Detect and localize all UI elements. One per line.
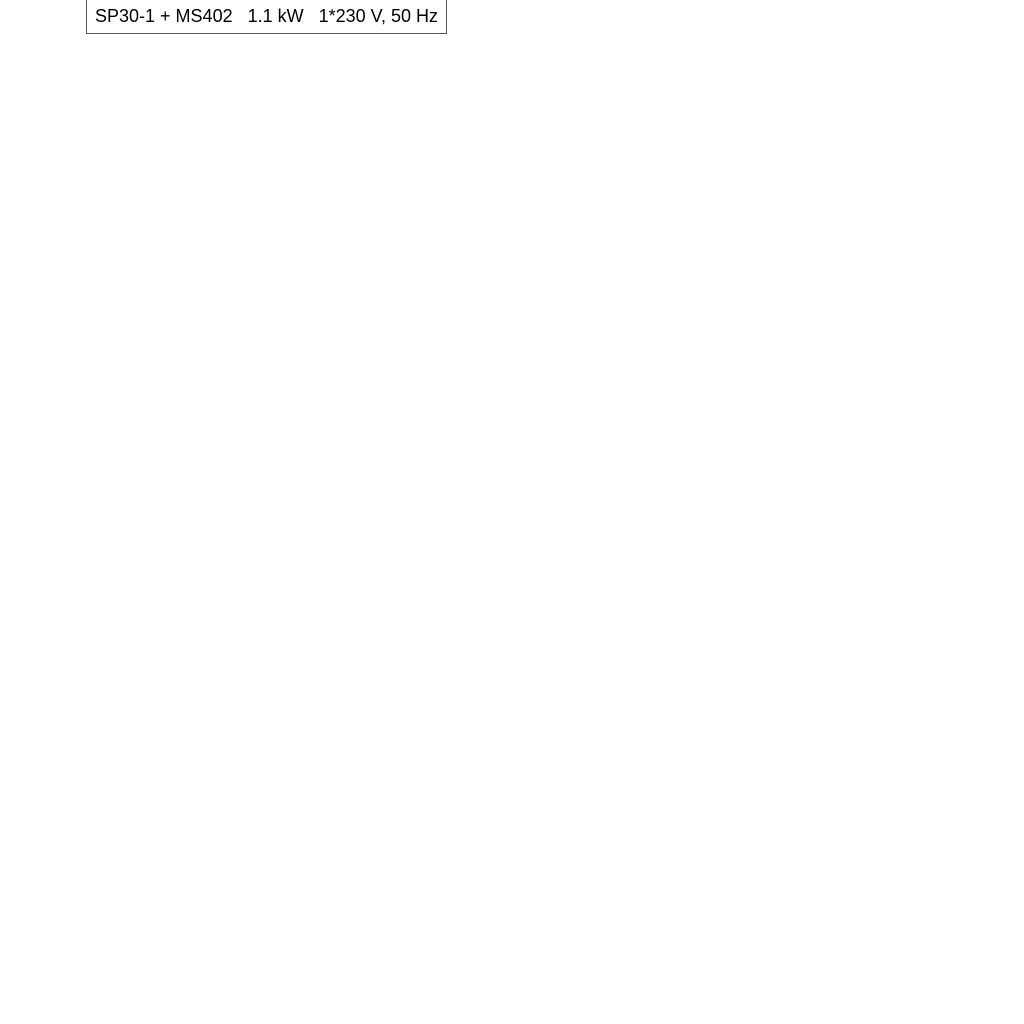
y-tick-label-left: 0.8	[50, 130, 74, 149]
series-label-eta: eta	[882, 184, 906, 203]
x-tick-label: 0.8	[576, 522, 600, 541]
x-tick-label: 0.7	[513, 522, 537, 541]
x-tick-label: 0.9	[639, 522, 663, 541]
y-tick-label-left: 2000	[36, 985, 74, 1004]
y-axis-label-right: [kW]	[975, 587, 1009, 606]
series-line-eta	[84, 175, 880, 512]
x-tick-label: 1.1	[764, 522, 788, 541]
x-tick-label: 0.6	[450, 522, 474, 541]
y-axis-label-left: cos phi	[15, 2, 69, 21]
y-tick-label-left: 0.2	[50, 409, 74, 428]
y-tick-label-right: 1.2	[976, 749, 1000, 768]
y-axis-label-right: I	[990, 2, 995, 21]
y-tick-label-right: 0.4	[976, 906, 1000, 925]
series-line-i	[85, 148, 881, 412]
y-axis-label-left: eta	[30, 24, 54, 43]
y-axis-label-left: n	[37, 565, 46, 584]
y-tick-label-left: 0.6	[50, 223, 74, 242]
x-tick-label: 0.2	[200, 522, 224, 541]
y-tick-label-right: 1.6	[976, 671, 1000, 690]
y-tick-label-right: 8	[976, 130, 985, 149]
y-tick-label-right: 4	[976, 316, 985, 335]
y-tick-label-left: 2200	[36, 906, 74, 925]
series-label-cos-phi: cos phi	[866, 30, 920, 49]
y-tick-label-left: 2800	[36, 671, 74, 690]
y-tick-label-right: 2	[976, 409, 985, 428]
series-line-n	[85, 604, 880, 667]
series-label-p1: P1	[869, 624, 890, 643]
y-tick-label-left: 2600	[36, 749, 74, 768]
chart-title: SP30-1 + MS402 1.1 kW 1*230 V, 50 Hz	[86, 0, 448, 34]
series-label-i: I	[889, 125, 894, 144]
x-tick-label: 0.1	[137, 522, 161, 541]
x-tick-label: 0	[81, 522, 90, 541]
x-tick-label: 1.2	[827, 522, 851, 541]
y-tick-label-left: 0.0	[50, 502, 74, 521]
y-tick-label-right: 0.0	[976, 985, 1000, 1004]
y-tick-label-right: 6	[976, 223, 985, 242]
x-tick-label: 1.0	[701, 522, 725, 541]
y-tick-label-left: 2400	[36, 828, 74, 847]
x-axis-label: P2 [kW]	[892, 522, 952, 541]
y-axis-label-right: P1	[982, 565, 1003, 584]
y-tick-label-right: 0	[976, 502, 985, 521]
y-tick-label-right: 0.8	[976, 828, 1000, 847]
y-axis-label-right: [A]	[982, 24, 1003, 43]
series-label-n: n	[873, 673, 882, 692]
series-line-p1	[85, 645, 880, 927]
series-line-cos-phi	[84, 44, 880, 188]
y-tick-label-left: 0.4	[50, 316, 74, 335]
x-tick-label: 0.4	[325, 522, 349, 541]
x-tick-label: 0.5	[388, 522, 412, 541]
y-axis-label-left: [rpm]	[23, 587, 62, 606]
x-tick-label: 0.3	[262, 522, 286, 541]
